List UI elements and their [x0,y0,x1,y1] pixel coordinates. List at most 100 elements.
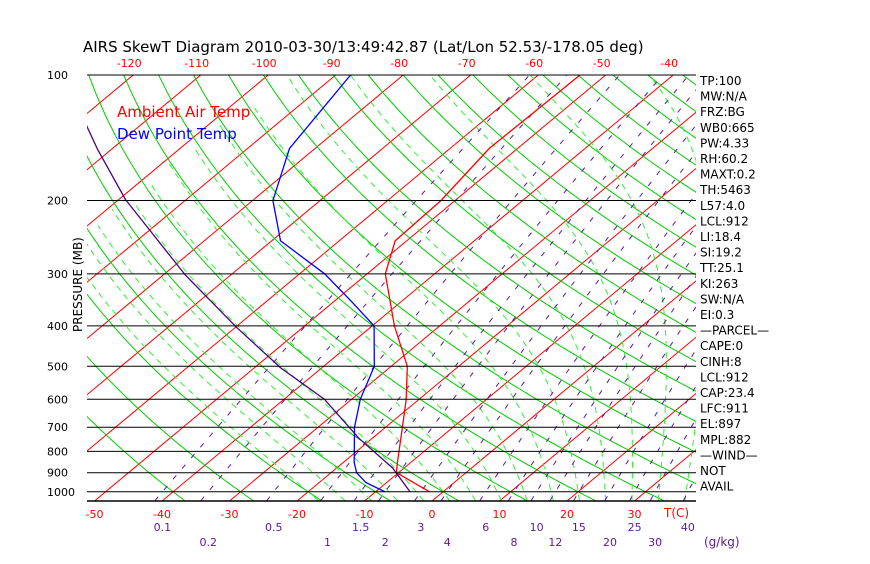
dry-adiabat-line [455,56,870,501]
mixing-ratio-line [321,75,663,501]
stability-index-label: MW:N/A [700,90,748,104]
top-temp-tick-label: -50 [593,57,611,70]
pressure-tick-label: 800 [47,445,68,458]
bottom-temp-tick-label: 0 [429,508,436,521]
isotherm-line [0,56,21,501]
mixing-ratio-tick-label: 15 [572,521,586,534]
mixing-ratio-tick-label: 4 [444,536,451,549]
bottom-temp-tick-label: -20 [288,508,306,521]
mixing-ratio-tick-label: 0.5 [265,521,283,534]
mixing-ratio-tick-label: 12 [548,536,562,549]
chart-title: AIRS SkewT Diagram 2010-03-30/13:49:42.8… [83,38,644,56]
isotherm-line [230,56,764,501]
stability-index-label: KI:263 [700,277,738,291]
stability-index-label: AVAIL [700,480,734,494]
bottom-temp-tick-label: -10 [356,508,374,521]
dry-adiabat-line [48,56,458,501]
dry-adiabat-line [286,56,870,501]
bottom-temp-tick-label: 10 [493,508,507,521]
mixing-ratio-tick-label: 25 [628,521,642,534]
stability-index-label: CAPE:0 [700,339,743,353]
pressure-tick-label: 100 [47,69,68,82]
dry-adiabat-line [0,56,253,501]
top-temp-tick-label: -70 [458,57,476,70]
mixing-ratio-line [550,75,841,501]
legend-dew-point-temp: Dew Point Temp [117,125,237,143]
stability-index-label: MAXT:0.2 [700,168,756,182]
isotherm-line [432,56,870,501]
mixing-ratio-tick-label: 10 [530,521,544,534]
parcel-profile-line [86,125,410,492]
stability-index-label: LCL:912 [700,214,749,228]
stability-index-label: EL:897 [700,417,741,431]
bottom-temp-tick-label: -30 [221,508,239,521]
mixing-ratio-line [201,75,567,501]
mixing-ratio-line [267,75,620,501]
pressure-tick-label: 1000 [47,486,75,499]
mixing-ratio-unit-label: (g/kg) [704,535,740,549]
dry-adiabat-line [523,56,870,501]
stability-index-label: CAP:23.4 [700,386,755,400]
top-temp-tick-label: -120 [117,57,142,70]
mixing-ratio-tick-label: 6 [482,521,489,534]
top-temp-tick-label: -80 [390,57,408,70]
mixing-ratio-tick-label: 2 [382,536,389,549]
stability-index-label: LFC:911 [700,402,749,416]
pressure-tick-label: 600 [47,393,68,406]
bottom-temp-tick-label: 20 [560,508,574,521]
mixing-ratio-line [650,75,870,501]
stability-index-label: PW:4.33 [700,136,749,150]
stability-index-label: SI:19.2 [700,246,742,260]
isotherm-line [27,56,561,501]
pressure-tick-label: 400 [47,320,68,333]
moist-adiabat-line [133,201,424,501]
stability-index-label: TH:5463 [699,183,751,197]
mixing-ratio-tick-label: 1.5 [352,521,370,534]
isotherm-line [0,56,224,501]
isotherm-line [162,56,696,501]
stability-index-label: —WIND— [700,448,758,462]
x-axis-label: T(C) [663,506,689,520]
top-temp-tick-label: -110 [184,57,209,70]
moist-adiabat-line [255,108,554,501]
stability-index-label: LCL:912 [700,370,749,384]
mixing-ratio-tick-label: 0.2 [200,536,218,549]
temperature-profile-line [385,75,580,492]
mixing-ratio-tick-label: 3 [417,521,424,534]
moist-adiabat-line [98,226,371,501]
pressure-tick-label: 900 [47,467,68,480]
stability-index-label: FRZ:BG [700,105,745,119]
moist-adiabat-line [67,248,318,501]
isotherm-line [500,56,870,501]
stability-index-label: CINH:8 [700,355,742,369]
isotherm-line [95,56,629,501]
mixing-ratio-tick-label: 30 [648,536,662,549]
dry-adiabat-line [659,56,870,501]
bottom-temp-tick-label: -40 [153,508,171,521]
pressure-tick-label: 700 [47,421,68,434]
mixing-ratio-tick-label: 20 [603,536,617,549]
isotherm-line [365,56,870,501]
top-temp-tick-label: -100 [252,57,277,70]
top-temp-tick-label: -90 [323,57,341,70]
y-axis-label: PRESSURE (MB) [71,237,85,332]
stability-index-label: RH:60.2 [700,152,748,166]
stability-index-label: NOT [700,464,726,478]
stability-index-label: —PARCEL— [700,324,769,338]
mixing-ratio-tick-label: 0.1 [154,521,172,534]
dry-adiabat-line [489,56,870,501]
stability-index-label: SW:N/A [700,292,745,306]
mixing-ratio-tick-label: 40 [681,521,695,534]
dry-adiabat-line [353,56,870,501]
mixing-ratio-line [531,75,826,501]
stability-index-label: LI:18.4 [700,230,741,244]
mixing-ratio-tick-label: 8 [511,536,518,549]
isotherm-line [0,56,291,501]
legend-ambient-air-temp: Ambient Air Temp [117,103,250,121]
bottom-temp-tick-label: -50 [86,508,104,521]
moist-adiabat-line [149,181,449,500]
isotherm-line [770,56,870,501]
stability-index-label: TP:100 [699,74,742,88]
